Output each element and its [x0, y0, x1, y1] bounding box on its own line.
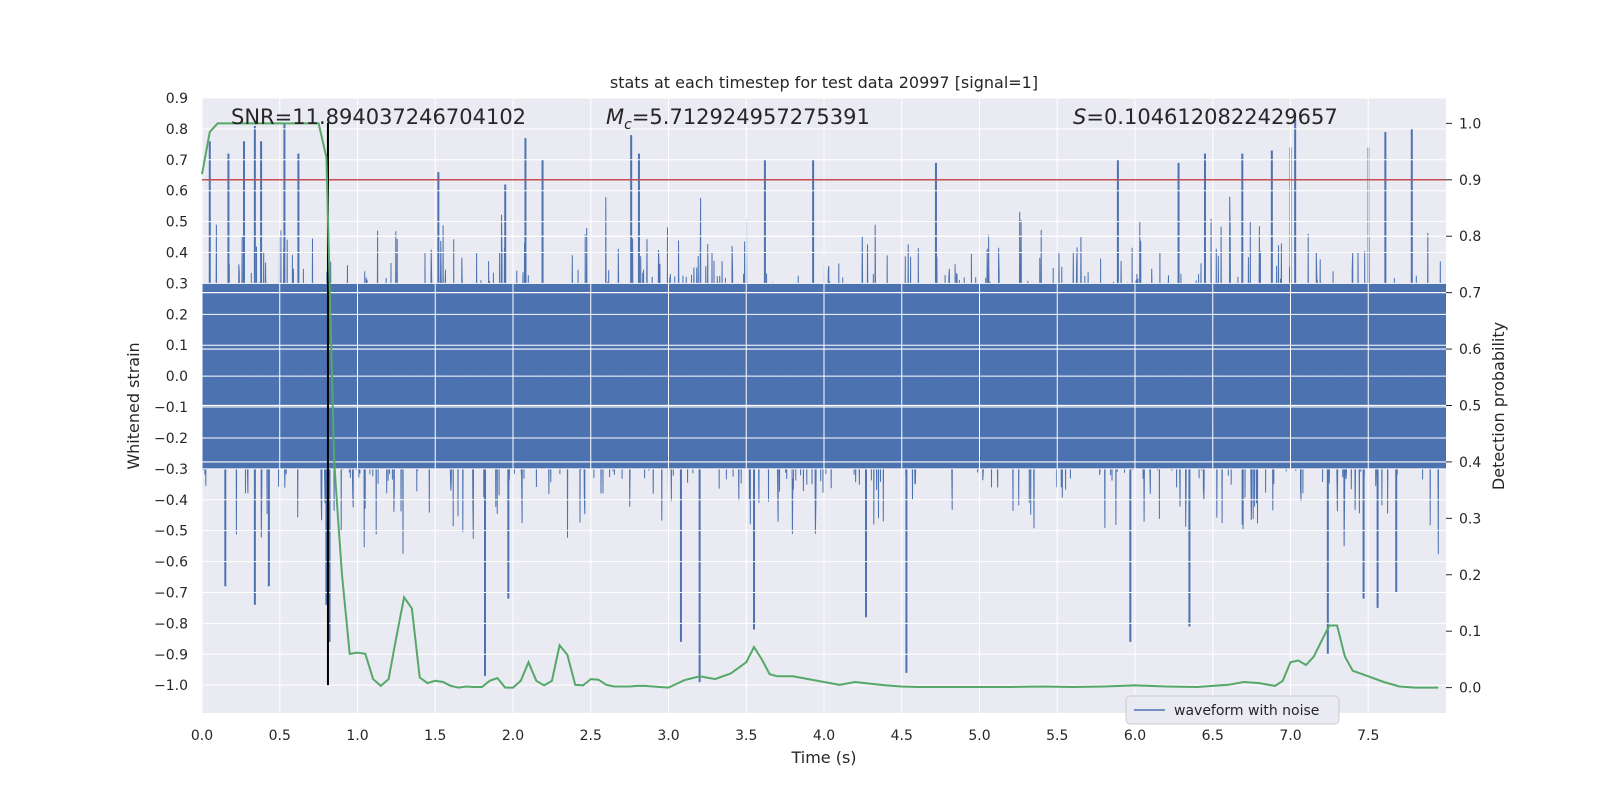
y-tick-label: −0.6 — [154, 555, 188, 571]
legend-box — [1125, 695, 1340, 725]
detection-probability-line — [201, 122, 1439, 689]
x-tick-label: 4.0 — [813, 728, 835, 744]
y-ticks: 0.9 0.8 0.7 0.6 0.5 0.4 0.3 0.2 0.1 0.0 −0.1 −0.2 −0… — [154, 91, 188, 694]
chart-title: stats at each timestep for test data 209… — [610, 73, 1038, 92]
y-tick-label: −0.7 — [154, 585, 188, 601]
x-tick-label: 4.5 — [891, 728, 913, 744]
y-tick-label: 0.2 — [166, 307, 188, 323]
s-symbol: S — [1073, 105, 1086, 129]
y2-tick-label: 0.9 — [1459, 173, 1481, 189]
legend-entry: waveform with noise — [1174, 703, 1319, 719]
y2-tick-label: 1.0 — [1459, 116, 1481, 132]
snr-annotation: SNR=11.894037246704102 — [231, 105, 526, 129]
y-tick-label: −1.0 — [154, 678, 188, 694]
y-tick-label: 0.0 — [166, 369, 188, 385]
y-tick-label: 0.7 — [166, 153, 188, 169]
y-tick-label: 0.6 — [166, 184, 188, 200]
mc-value: =5.712924957275391 — [632, 105, 870, 129]
y-tick-label: −0.3 — [154, 462, 188, 478]
y-tick-label: 0.3 — [166, 276, 188, 292]
x-axis-label: Time (s) — [790, 748, 856, 767]
x-tick-label: 0.5 — [269, 728, 291, 744]
y2-tick-label: 0.4 — [1459, 455, 1481, 471]
y-tick-label: −0.5 — [154, 524, 188, 540]
y-axis-label: Whitened strain — [124, 342, 143, 469]
y2-axis-label: Detection probability — [1489, 322, 1508, 490]
x-tick-label: 6.5 — [1202, 728, 1224, 744]
overlay-lines — [201, 122, 1446, 689]
y-tick-label: −0.4 — [154, 493, 188, 509]
x-tick-label: 2.5 — [580, 728, 602, 744]
y-tick-label: −0.8 — [154, 616, 188, 632]
x-tick-label: 3.0 — [657, 728, 679, 744]
y-tick-label: −0.9 — [154, 647, 188, 663]
s-annotation: S=0.1046120822429657 — [1073, 105, 1338, 129]
legend: waveform with noise — [1125, 695, 1340, 725]
y2-tick-label: 0.2 — [1459, 568, 1481, 584]
x-tick-label: 5.0 — [968, 728, 990, 744]
x-tick-label: 5.5 — [1046, 728, 1068, 744]
x-ticks: 0.0 0.5 1.0 1.5 2.0 2.5 3.0 3.5 4.0 4.5 5.0 5.5 6.0 6… — [191, 728, 1380, 744]
mc-symbol: M — [606, 105, 624, 129]
y-tick-label: 0.9 — [166, 91, 188, 107]
x-tick-label: 0.0 — [191, 728, 213, 744]
grid — [201, 97, 1446, 713]
y-tick-label: 0.4 — [166, 246, 188, 262]
y2-tick-label: 0.8 — [1459, 229, 1481, 245]
y-tick-label: −0.1 — [154, 400, 188, 416]
chirp-mass-annotation: Mc=5.712924957275391 — [606, 105, 870, 133]
y-tick-label: 0.8 — [166, 122, 188, 138]
y2-tick-label: 0.6 — [1459, 342, 1481, 358]
x-tick-label: 2.0 — [502, 728, 524, 744]
y-tick-label: −0.2 — [154, 431, 188, 447]
x-tick-label: 1.5 — [424, 728, 446, 744]
y-tick-label: 0.1 — [166, 338, 188, 354]
y-tick-label: 0.5 — [166, 215, 188, 231]
y2-ticks: 1.0 0.9 0.8 0.7 0.6 0.5 0.4 0.3 0.2 0.1 0.0 — [1446, 116, 1481, 697]
x-tick-label: 3.5 — [735, 728, 757, 744]
y2-tick-label: 0.1 — [1459, 624, 1481, 640]
y2-tick-label: 0.5 — [1459, 399, 1481, 415]
y2-tick-label: 0.0 — [1459, 681, 1481, 697]
y2-tick-label: 0.3 — [1459, 511, 1481, 527]
x-tick-label: 1.0 — [346, 728, 368, 744]
x-tick-label: 7.0 — [1279, 728, 1301, 744]
y2-tick-label: 0.7 — [1459, 286, 1481, 302]
x-tick-label: 6.0 — [1124, 728, 1146, 744]
s-value: =0.1046120822429657 — [1086, 105, 1337, 129]
mc-subscript: c — [624, 117, 632, 133]
x-tick-label: 7.5 — [1357, 728, 1379, 744]
